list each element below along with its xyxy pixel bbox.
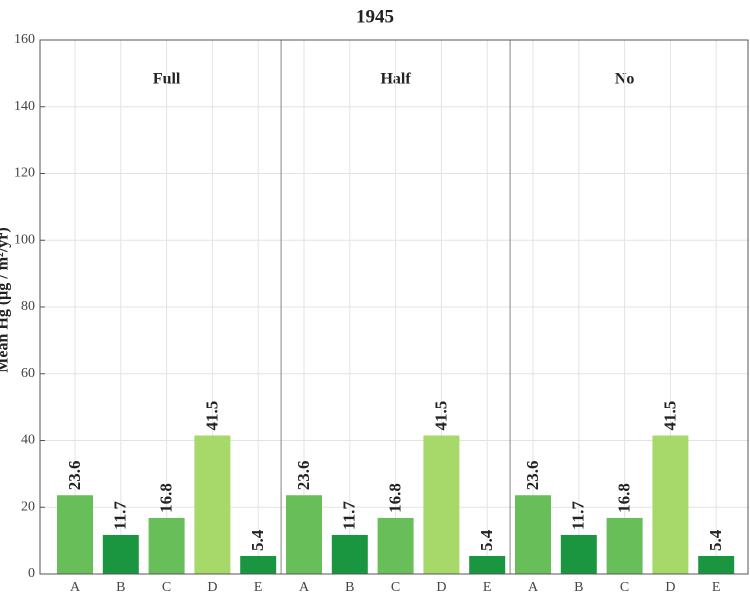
bar <box>331 534 368 574</box>
bar <box>377 517 414 574</box>
x-tick-label: A <box>528 580 539 595</box>
x-tick-label: A <box>299 580 310 595</box>
bar <box>652 435 689 574</box>
bar <box>469 555 506 574</box>
data-label: 5.4 <box>706 529 725 551</box>
x-tick-label: D <box>665 580 675 595</box>
x-tick-label: D <box>207 580 217 595</box>
data-label: 11.7 <box>569 501 588 530</box>
data-label: 41.5 <box>202 401 221 431</box>
x-tick-label: E <box>254 580 263 595</box>
x-tick-label: C <box>620 580 629 595</box>
bar <box>148 517 185 574</box>
data-label: 41.5 <box>431 401 450 431</box>
x-tick-label: C <box>391 580 400 595</box>
y-tick-label: 80 <box>21 299 35 314</box>
bar <box>102 534 139 574</box>
x-tick-label: C <box>162 580 171 595</box>
data-label: 5.4 <box>477 529 496 551</box>
data-label: 11.7 <box>340 501 359 530</box>
y-tick-label: 140 <box>14 99 35 114</box>
y-tick-label: 160 <box>14 32 35 47</box>
bar <box>286 495 322 574</box>
bar <box>698 555 735 574</box>
data-label: 16.8 <box>386 483 405 513</box>
x-tick-label: E <box>712 580 721 595</box>
y-tick-label: 0 <box>28 566 35 581</box>
y-tick-label: 100 <box>14 232 35 247</box>
data-label: 23.6 <box>294 460 313 490</box>
data-label: 16.8 <box>615 483 634 513</box>
data-label: 23.6 <box>65 460 84 490</box>
x-tick-label: B <box>116 580 125 595</box>
y-tick-label: 60 <box>21 366 35 381</box>
y-tick-label: 20 <box>21 499 35 514</box>
bar <box>560 534 597 574</box>
x-tick-label: D <box>436 580 446 595</box>
data-label: 5.4 <box>248 529 267 551</box>
bar <box>194 435 231 574</box>
bar <box>515 495 551 574</box>
chart-title: 1945 <box>356 6 394 27</box>
bar <box>423 435 460 574</box>
data-label: 11.7 <box>111 501 130 530</box>
bar <box>240 555 277 574</box>
bar <box>606 517 643 574</box>
data-label: 23.6 <box>523 460 542 490</box>
y-axis-label: Mean Hg (μg / m²/yr) <box>0 227 12 372</box>
x-tick-label: A <box>70 580 81 595</box>
y-tick-label: 40 <box>21 433 35 448</box>
x-tick-label: B <box>345 580 354 595</box>
bar <box>57 495 93 574</box>
y-tick-label: 120 <box>14 166 35 181</box>
data-label: 41.5 <box>660 401 679 431</box>
x-tick-label: B <box>574 580 583 595</box>
plot-frame <box>39 39 749 575</box>
data-label: 16.8 <box>157 483 176 513</box>
x-tick-label: E <box>483 580 492 595</box>
